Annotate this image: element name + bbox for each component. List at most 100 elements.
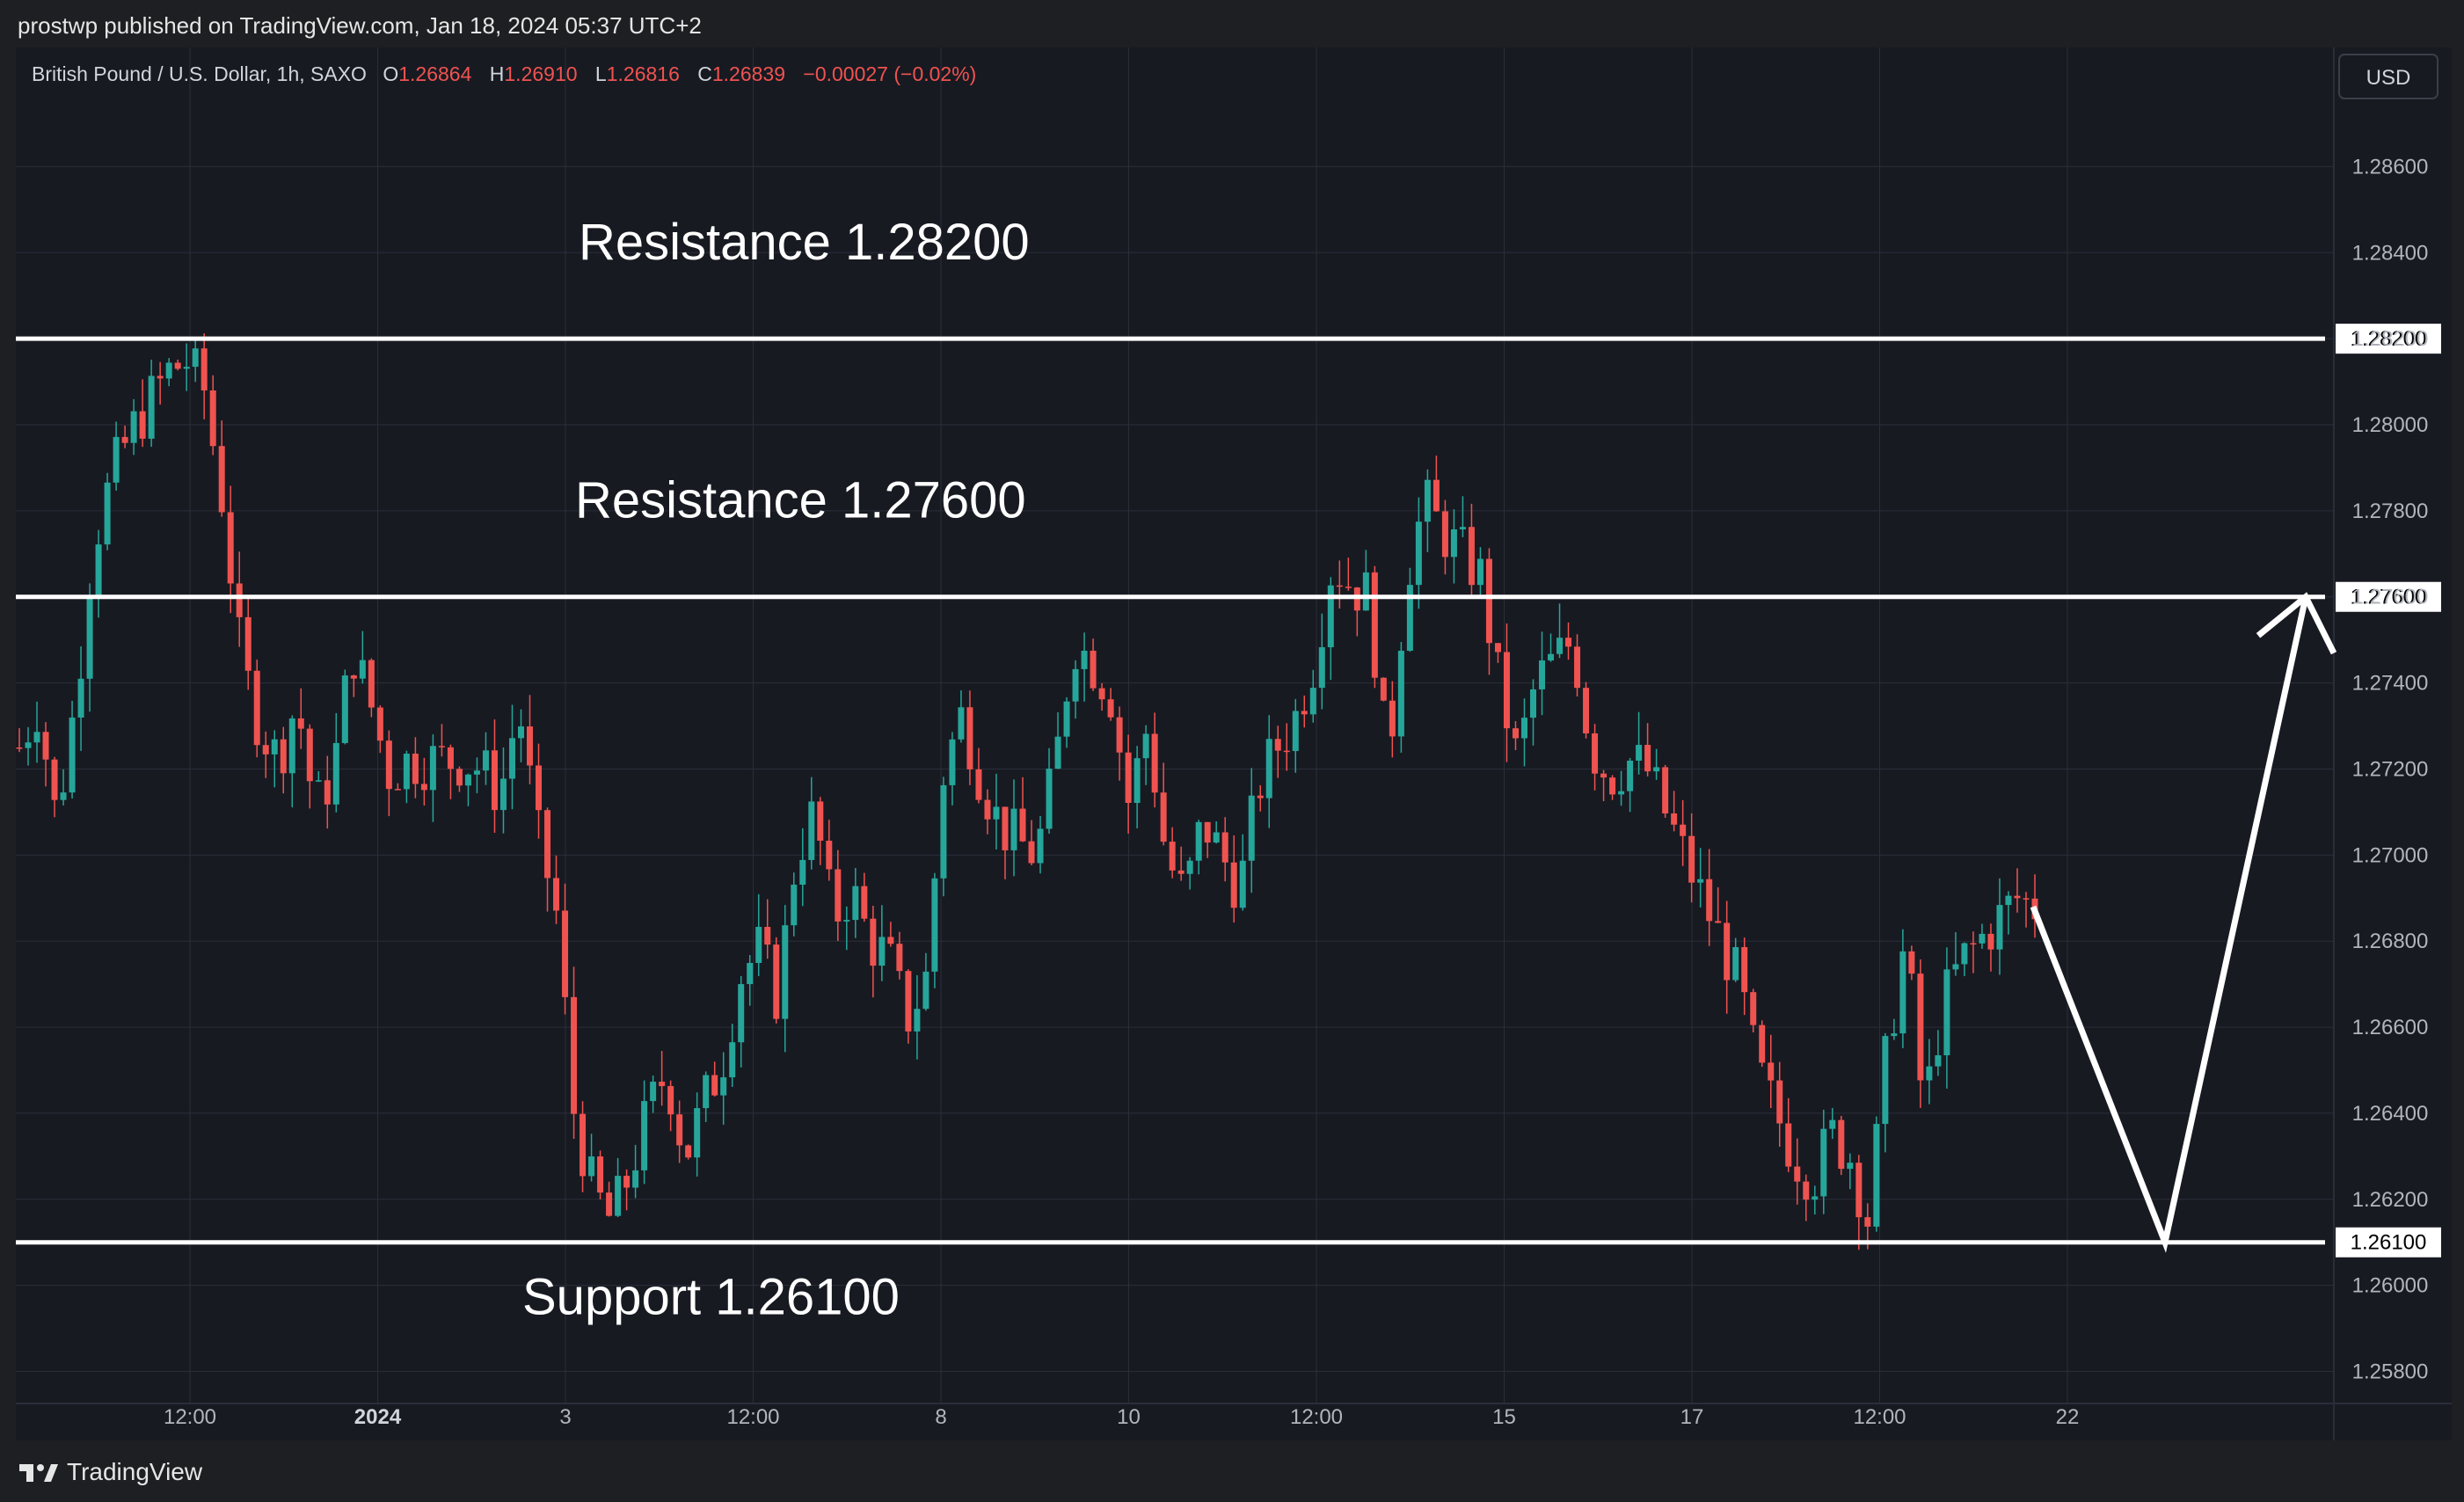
candle-body bbox=[394, 789, 401, 791]
candle-body bbox=[887, 937, 894, 944]
symbol-title: British Pound / U.S. Dollar, 1h, SAXO bbox=[32, 62, 367, 85]
time-tick-label: 3 bbox=[559, 1405, 571, 1429]
candle-body bbox=[280, 739, 287, 774]
candle-body bbox=[359, 660, 366, 679]
candle-body bbox=[808, 801, 815, 860]
candle-body bbox=[1301, 711, 1308, 715]
candle-body bbox=[315, 780, 322, 782]
candle-body bbox=[544, 810, 551, 879]
candle-body bbox=[1037, 828, 1044, 864]
time-tick-label: 22 bbox=[2056, 1405, 2080, 1429]
open-value: 1.26864 bbox=[398, 62, 471, 85]
high-value: 1.26910 bbox=[504, 62, 577, 85]
candle-body bbox=[1864, 1217, 1871, 1227]
currency-button[interactable]: USD bbox=[2338, 54, 2438, 99]
candle-body bbox=[253, 670, 260, 746]
candle-body bbox=[1371, 572, 1378, 678]
candle-body bbox=[861, 886, 868, 919]
price-chart[interactable]: 1.28200 1.27600 1.26100 Resistance 1.28200… bbox=[16, 47, 2452, 1440]
candle-body bbox=[1556, 638, 1564, 654]
candle-body bbox=[1662, 767, 1669, 813]
candle-body bbox=[1671, 813, 1678, 825]
high-label: H bbox=[490, 62, 505, 85]
candle-body bbox=[1441, 511, 1448, 558]
candle-body bbox=[1776, 1080, 1783, 1124]
low-label: L bbox=[595, 62, 607, 85]
candle-body bbox=[209, 390, 216, 447]
candle-body bbox=[835, 869, 842, 922]
time-tick-label: 8 bbox=[935, 1405, 946, 1429]
price-axis[interactable]: 1.25800 1.26000 1.26200 1.26400 1.26600 1.268… bbox=[2352, 155, 2429, 1383]
candle-body bbox=[1592, 733, 1599, 774]
price-tick-label: 1.25800 bbox=[2352, 1360, 2429, 1384]
candle-body bbox=[271, 739, 278, 755]
candle-body bbox=[667, 1086, 674, 1115]
candle-body bbox=[1715, 921, 1722, 923]
candle-body bbox=[1265, 739, 1272, 798]
grid bbox=[16, 47, 2452, 1440]
candle-body bbox=[227, 512, 234, 584]
candle-body bbox=[447, 747, 454, 769]
candle-body bbox=[1125, 752, 1132, 804]
candle-body bbox=[121, 436, 128, 443]
candle-body bbox=[966, 707, 973, 769]
forecast-line bbox=[2030, 595, 2309, 1253]
price-tick-label: 1.27600 bbox=[2352, 586, 2429, 609]
candle-body bbox=[747, 963, 754, 985]
candle-body bbox=[1327, 585, 1334, 648]
candle-body bbox=[764, 926, 771, 945]
candle-body bbox=[1362, 572, 1369, 611]
candle-body bbox=[42, 732, 49, 760]
candle-body bbox=[1274, 739, 1281, 751]
candle-body bbox=[1820, 1128, 1827, 1197]
candle-body bbox=[1750, 992, 1757, 1025]
candle-body bbox=[1054, 736, 1061, 769]
level-price-badge bbox=[2336, 581, 2441, 612]
time-tick-label: 12:00 bbox=[1290, 1405, 1343, 1429]
candle-body bbox=[403, 754, 410, 790]
candle-body bbox=[1432, 479, 1440, 512]
candle-body bbox=[1609, 777, 1616, 795]
candle-body bbox=[878, 937, 886, 966]
candle-body bbox=[1450, 529, 1457, 558]
candle-body bbox=[69, 717, 76, 793]
price-tick-label: 1.27200 bbox=[2352, 757, 2429, 781]
candles bbox=[16, 333, 2038, 1250]
candle-body bbox=[1785, 1123, 1792, 1167]
candle-body bbox=[1935, 1054, 1942, 1067]
candle-body bbox=[1248, 795, 1255, 861]
candle-body bbox=[332, 742, 339, 805]
candle-body bbox=[1732, 947, 1739, 981]
price-tick-label: 1.28000 bbox=[2352, 413, 2429, 437]
candle-body bbox=[139, 411, 146, 439]
candle-body bbox=[1002, 806, 1009, 850]
candle-body bbox=[659, 1082, 666, 1087]
candle-body bbox=[16, 747, 23, 749]
candle-body bbox=[1636, 745, 1643, 761]
tradingview-logo[interactable]: TradingView bbox=[18, 1458, 202, 1486]
candle-body bbox=[25, 742, 32, 748]
candle-body bbox=[1987, 933, 1994, 950]
candle-body bbox=[1116, 717, 1123, 753]
candle-body bbox=[1028, 841, 1035, 864]
candle-body bbox=[1380, 677, 1387, 701]
level-lines: 1.28200 1.27600 1.26100 bbox=[16, 324, 2441, 1258]
time-axis[interactable]: 12:00 2024 3 12:00 8 10 12:00 15 17 12:00 22 bbox=[164, 1405, 2079, 1429]
price-tick-label: 1.28600 bbox=[2352, 155, 2429, 179]
candle-body bbox=[482, 750, 489, 771]
time-tick-label: 12:00 bbox=[1853, 1405, 1906, 1429]
candle-body bbox=[1406, 585, 1413, 651]
price-tick-label: 1.28400 bbox=[2352, 241, 2429, 265]
candle-body bbox=[843, 920, 850, 922]
candle-body bbox=[1741, 947, 1748, 993]
candle-body bbox=[632, 1170, 639, 1188]
candle-body bbox=[33, 732, 40, 743]
candle-body bbox=[1961, 943, 1968, 965]
candle-body bbox=[1759, 1024, 1766, 1063]
candle-body bbox=[306, 728, 313, 782]
candle-body bbox=[1468, 527, 1475, 586]
candle-body bbox=[940, 784, 947, 879]
open-label: O bbox=[383, 62, 398, 85]
level-price-badge bbox=[2336, 324, 2441, 354]
chart-area[interactable]: 1.28200 1.27600 1.26100 Resistance 1.28200… bbox=[16, 47, 2452, 1440]
